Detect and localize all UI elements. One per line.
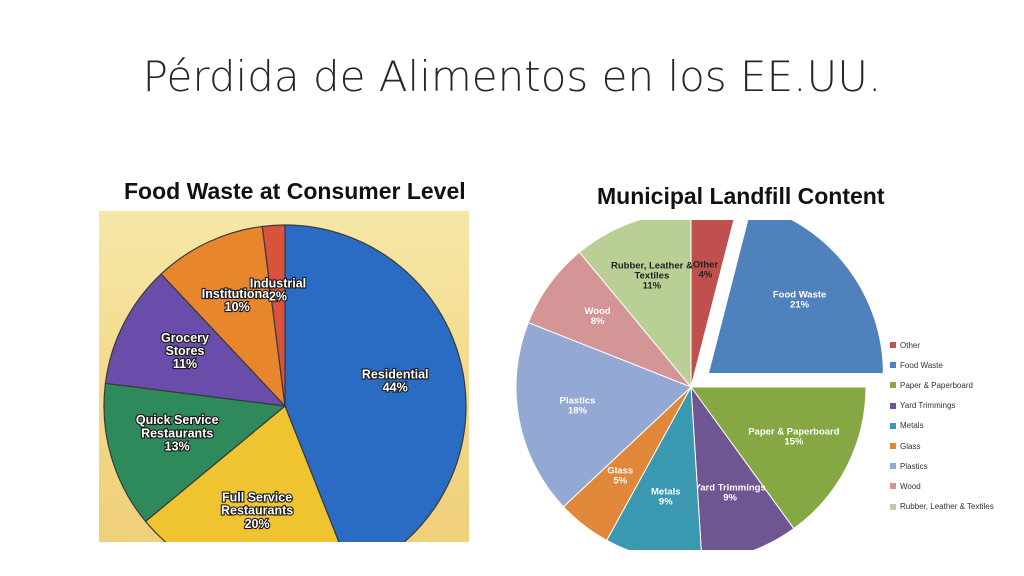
slice-industrial: [261, 224, 286, 407]
slice-label-paper-and-paperboard: Paper & Paperboard 15%: [748, 426, 840, 447]
legend-label: Paper & Paperboard: [900, 380, 973, 390]
slice-full-service-restaurants: [144, 405, 340, 542]
legend-swatch: [890, 362, 896, 369]
legend-item-yard-trimmings: Yard Trimmings: [890, 396, 1020, 416]
slice-residential: [284, 224, 467, 542]
legend-label: Metals: [900, 421, 924, 431]
slice-food-waste: [707, 220, 884, 375]
legend-item-plastics: Plastics: [890, 456, 1020, 476]
slice-institutional: [160, 225, 286, 408]
slice-label-glass: Glass 5%: [607, 465, 633, 486]
slice-paper-and-paperboard: [690, 386, 867, 530]
slice-plastics: [515, 321, 692, 508]
legend-item-rubber-leather-and-textiles: Rubber, Leather & Textiles: [890, 497, 1020, 517]
legend-item-other: Other: [890, 335, 1020, 355]
legend-item-paper-and-paperboard: Paper & Paperboard: [890, 375, 1020, 395]
legend-item-food-waste: Food Waste: [890, 355, 1020, 375]
consumer-waste-pie-chart: Residential 44% Full Service Restaurants 20%…: [103, 224, 467, 542]
legend-item-wood: Wood: [890, 476, 1020, 496]
legend-swatch: [890, 342, 896, 349]
slice-metals: [606, 385, 702, 550]
legend-label: Glass: [900, 441, 921, 451]
legend-label: Plastics: [900, 461, 928, 471]
slice-label-quick-service-restaurants: Quick Service Restaurants 13%: [136, 413, 219, 453]
legend-label: Other: [900, 340, 921, 350]
slice-label-metals: Metals 9%: [651, 487, 681, 508]
legend-item-metals: Metals: [890, 416, 1020, 436]
legend-item-glass: Glass: [890, 436, 1020, 456]
landfill-pie-chart: Other 4% Food Waste 21% Paper & Paperboard 15…: [515, 220, 884, 550]
legend-swatch: [890, 463, 896, 470]
slice-label-full-service-restaurants: Full Service Restaurants 20%: [221, 491, 293, 531]
slice-label-yard-trimmings: Yard Trimmings 9%: [694, 483, 765, 504]
slide-title: Pérdida de Alimentos en los EE.UU.: [142, 52, 882, 101]
chart-title-consumer-waste: Food Waste at Consumer Level: [124, 178, 466, 204]
landfill-chart-panel: Other 4% Food Waste 21% Paper & Paperboard 15…: [505, 220, 885, 550]
legend-swatch: [890, 503, 896, 510]
slice-label-food-waste: Food Waste 21%: [773, 290, 826, 311]
slice-other: [690, 220, 735, 388]
slice-label-institutional: Institutional 10%: [202, 287, 273, 314]
legend-label: Rubber, Leather & Textiles: [900, 502, 994, 512]
slice-label-grocery-stores: Grocery Stores 11%: [161, 331, 209, 371]
slice-label-industrial: Industrial 2%: [250, 276, 306, 303]
legend-swatch: [890, 443, 896, 450]
slice-label-wood: Wood 8%: [584, 306, 610, 327]
consumer-waste-chart-panel: Residential 44% Full Service Restaurants 20%…: [99, 211, 469, 542]
legend-swatch: [890, 382, 896, 389]
legend-swatch: [890, 422, 896, 429]
slice-quick-service-restaurants: [103, 382, 287, 523]
slice-grocery-stores: [104, 273, 287, 407]
legend-swatch: [890, 402, 896, 409]
legend-label: Food Waste: [900, 360, 943, 370]
slice-label-residential: Residential 44%: [362, 367, 429, 394]
landfill-legend: Other Food Waste Paper & Paperboard Yard Tr…: [890, 335, 1020, 517]
legend-swatch: [890, 483, 896, 490]
slice-rubber-leather-and-textiles: [578, 220, 692, 389]
slice-label-other: Other 4%: [693, 259, 719, 280]
chart-title-landfill-content: Municipal Landfill Content: [597, 183, 885, 209]
slice-label-rubber-leather-and-textiles: Rubber, Leather & Textiles 11%: [611, 260, 693, 291]
slice-label-plastics: Plastics 18%: [560, 396, 596, 417]
slice-yard-trimmings: [690, 385, 795, 550]
legend-label: Yard Trimmings: [900, 401, 956, 411]
legend-label: Wood: [900, 481, 921, 491]
